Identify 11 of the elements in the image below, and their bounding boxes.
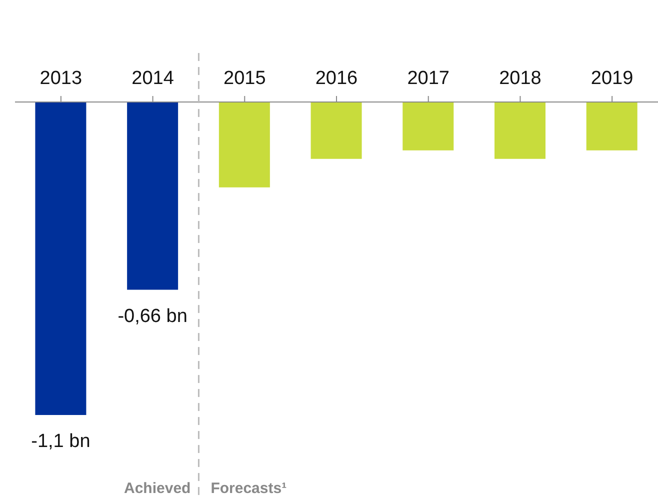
x-tick-label: 2018: [499, 68, 542, 89]
x-tick-label: 2019: [590, 68, 634, 89]
x-tick-label: 2016: [315, 68, 358, 89]
data-label: -1,1 bn: [31, 431, 90, 452]
text: Forecasts¹: [210, 480, 287, 497]
x-tick-label: 2013: [40, 68, 82, 89]
x-tick-label: 2014: [132, 68, 174, 89]
x-tick-label: 2017: [407, 68, 450, 89]
data-label: -0,66 bn: [118, 306, 188, 327]
text: Achieved: [124, 480, 191, 497]
x-tick-label: 2015: [224, 68, 266, 89]
